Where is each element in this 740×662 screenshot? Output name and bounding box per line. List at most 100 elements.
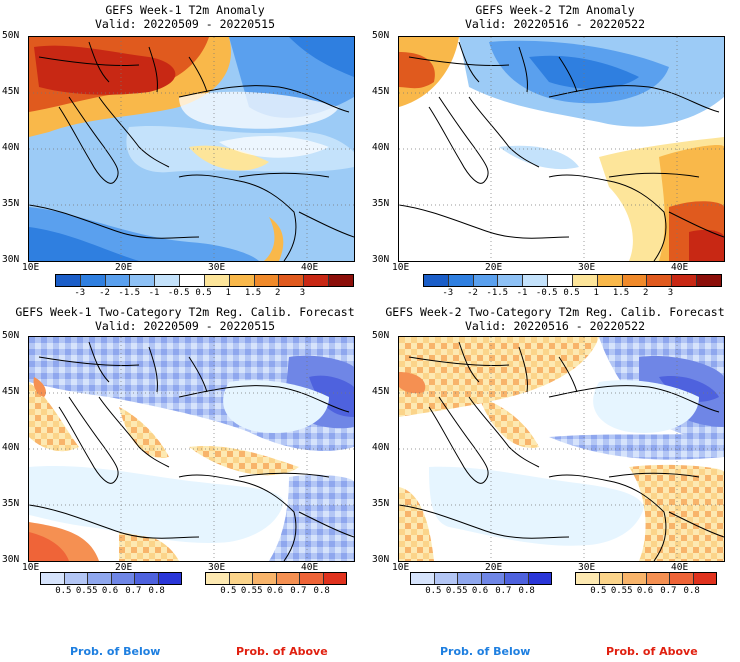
lon-label: 40E bbox=[301, 562, 319, 573]
lat-label: 50N bbox=[372, 330, 390, 341]
colorbar-swatch bbox=[434, 573, 458, 584]
colorbar-label: -1 bbox=[516, 288, 528, 298]
lat-label: 35N bbox=[2, 198, 20, 209]
lon-label: 30E bbox=[208, 262, 226, 273]
colorbar-swatch bbox=[105, 275, 131, 286]
map-week1-anomaly bbox=[28, 36, 355, 262]
colorbar-label: 0.7 bbox=[495, 586, 512, 596]
prob-above-colorbar-week2 bbox=[575, 572, 717, 585]
panel1-title-line1: GEFS Week-1 T2m Anomaly bbox=[105, 3, 265, 17]
colorbar-swatch bbox=[505, 573, 529, 584]
colorbar-swatch bbox=[646, 573, 670, 584]
colorbar-swatch bbox=[206, 573, 230, 584]
colorbar-label: 0.5 bbox=[55, 586, 72, 596]
lat-label: 35N bbox=[372, 198, 390, 209]
colorbar-swatch bbox=[498, 275, 524, 286]
colorbar-swatch bbox=[576, 573, 600, 584]
colorbar-label: 0.6 bbox=[101, 586, 119, 596]
colorbar-label: 0.7 bbox=[290, 586, 307, 596]
colorbar-swatch bbox=[111, 573, 135, 584]
colorbar-label: 3 bbox=[667, 288, 674, 298]
panel2-title-line1: GEFS Week-2 T2m Anomaly bbox=[475, 3, 635, 17]
colorbar-label: 0.55 bbox=[610, 586, 633, 596]
colorbar-label: 0.5 bbox=[425, 586, 442, 596]
colorbar-swatch bbox=[229, 573, 253, 584]
colorbar-swatch bbox=[548, 275, 573, 286]
lat-label: 40N bbox=[372, 142, 390, 153]
colorbar-swatch bbox=[693, 573, 716, 584]
colorbar-label: -0.5 bbox=[167, 288, 190, 298]
lon-label: 20E bbox=[485, 562, 503, 573]
panel4-title-line2: Valid: 20220516 - 20220522 bbox=[464, 319, 645, 333]
lon-label: 20E bbox=[115, 262, 133, 273]
colorbar-label: 1.5 bbox=[244, 288, 262, 298]
colorbar-label: 0.55 bbox=[75, 586, 98, 596]
panel3-title-line1: GEFS Week-1 Two-Category T2m Reg. Calib.… bbox=[15, 305, 355, 319]
lon-label: 10E bbox=[22, 562, 40, 573]
colorbar-label: 0.8 bbox=[518, 586, 535, 596]
colorbar-swatch bbox=[647, 275, 673, 286]
lat-label: 45N bbox=[372, 386, 390, 397]
colorbar-label: -1 bbox=[148, 288, 160, 298]
colorbar-swatch bbox=[180, 275, 205, 286]
lat-label: 35N bbox=[2, 498, 20, 509]
colorbar-label: 0.8 bbox=[313, 586, 330, 596]
colorbar-swatch bbox=[623, 573, 647, 584]
prob-above-colorbar-week1 bbox=[205, 572, 347, 585]
colorbar-swatch bbox=[80, 275, 106, 286]
colorbar-label: 1 bbox=[593, 288, 599, 298]
colorbar-label: -2 bbox=[467, 288, 478, 298]
lon-label: 10E bbox=[392, 262, 410, 273]
lon-label: 10E bbox=[392, 562, 410, 573]
lat-label: 45N bbox=[2, 86, 20, 97]
map-week2-anomaly bbox=[398, 36, 725, 262]
colorbar-swatch bbox=[448, 275, 474, 286]
colorbar-swatch bbox=[458, 573, 482, 584]
colorbar-label: 0.5 bbox=[195, 288, 212, 298]
lon-label: 30E bbox=[208, 562, 226, 573]
lat-label: 40N bbox=[2, 142, 20, 153]
colorbar-swatch bbox=[253, 573, 277, 584]
colorbar-label: 0.55 bbox=[240, 586, 263, 596]
colorbar-swatch bbox=[424, 275, 449, 286]
panel1-title: GEFS Week-1 T2m Anomaly Valid: 20220509 … bbox=[0, 3, 370, 31]
colorbar-label: -3 bbox=[442, 288, 454, 298]
colorbar-swatch bbox=[528, 573, 551, 584]
colorbar-label: 0.5 bbox=[220, 586, 237, 596]
colorbar-label: 1.5 bbox=[612, 288, 630, 298]
colorbar-swatch bbox=[64, 573, 88, 584]
colorbar-label: 0.6 bbox=[266, 586, 284, 596]
legend-prob-above-left: Prob. of Above bbox=[236, 645, 328, 658]
lat-label: 35N bbox=[372, 498, 390, 509]
colorbar-swatch bbox=[329, 275, 353, 286]
lon-label: 10E bbox=[22, 262, 40, 273]
lat-label: 50N bbox=[2, 30, 20, 41]
colorbar-label: 1 bbox=[225, 288, 231, 298]
lat-label: 50N bbox=[372, 30, 390, 41]
lat-label: 45N bbox=[2, 386, 20, 397]
prob-below-colorbar-week1 bbox=[40, 572, 182, 585]
colorbar-swatch bbox=[155, 275, 181, 286]
legend-prob-below-left: Prob. of Below bbox=[70, 645, 161, 658]
colorbar-swatch bbox=[41, 573, 65, 584]
colorbar-swatch bbox=[473, 275, 499, 286]
colorbar-swatch bbox=[130, 275, 156, 286]
colorbar-swatch bbox=[88, 573, 112, 584]
colorbar-swatch bbox=[158, 573, 181, 584]
colorbar-swatch bbox=[572, 275, 598, 286]
colorbar-swatch bbox=[135, 573, 159, 584]
colorbar-swatch bbox=[697, 275, 721, 286]
anomaly-colorbar-week1 bbox=[55, 274, 354, 287]
colorbar-swatch bbox=[622, 275, 648, 286]
colorbar-label: 0.6 bbox=[471, 586, 489, 596]
colorbar-swatch bbox=[56, 275, 81, 286]
colorbar-label: 0.5 bbox=[590, 586, 607, 596]
lat-label: 40N bbox=[2, 442, 20, 453]
colorbar-swatch bbox=[672, 275, 698, 286]
colorbar-label: 2 bbox=[643, 288, 649, 298]
colorbar-label: -1.5 bbox=[118, 288, 141, 298]
colorbar-label: 0.5 bbox=[563, 288, 580, 298]
colorbar-label: 3 bbox=[299, 288, 306, 298]
map-week2-probability bbox=[398, 336, 725, 562]
colorbar-swatch bbox=[300, 573, 324, 584]
